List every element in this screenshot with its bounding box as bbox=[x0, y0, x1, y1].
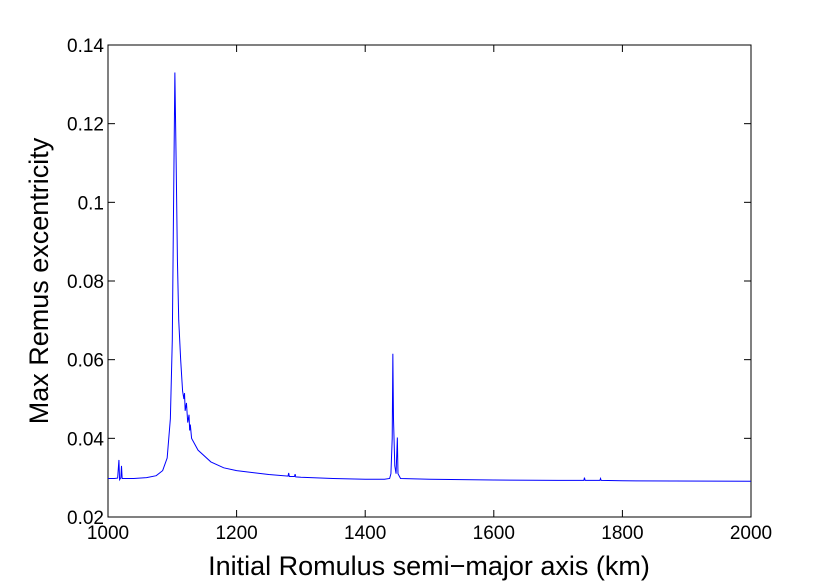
y-tick-label: 0.12 bbox=[67, 115, 104, 136]
x-tick-label: 1000 bbox=[87, 523, 129, 544]
x-tick-label: 1600 bbox=[473, 523, 515, 544]
plot-frame bbox=[107, 44, 752, 518]
y-tick-label: 0.02 bbox=[67, 508, 104, 529]
y-tick-label: 0.04 bbox=[67, 429, 104, 450]
y-tick-label: 0.14 bbox=[67, 36, 104, 57]
y-tick-label: 0.06 bbox=[67, 351, 104, 372]
x-tick-label: 1200 bbox=[215, 523, 257, 544]
y-tick-label: 0.1 bbox=[78, 193, 104, 214]
data-line bbox=[108, 72, 752, 482]
x-tick-label: 1800 bbox=[601, 523, 643, 544]
x-axis-label: Initial Romulus semi−major axis (km) bbox=[208, 551, 650, 581]
y-tick-label: 0.08 bbox=[67, 272, 104, 293]
x-tick-label: 2000 bbox=[730, 523, 772, 544]
x-tick-label: 1400 bbox=[344, 523, 386, 544]
y-axis-label: Max Remus excentricity bbox=[24, 137, 54, 424]
